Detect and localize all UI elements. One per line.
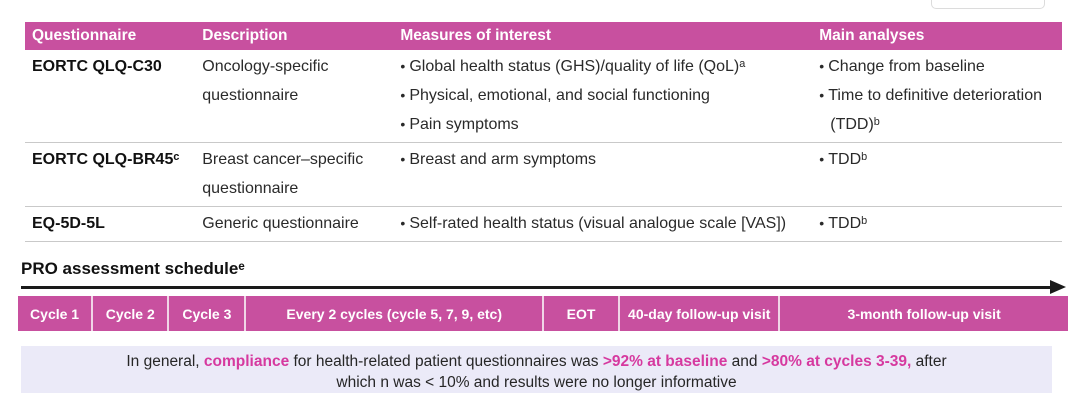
measure-item: Breast and arm symptoms <box>400 145 817 174</box>
timeline-segment-40-day-followup: 40-day follow-up visit <box>618 296 778 331</box>
table-row: EORTC QLQ-BR45ᶜ Breast cancer–specific q… <box>25 143 1062 207</box>
timeline-segment-cycle3: Cycle 3 <box>167 296 244 331</box>
timeline-segment-every-2-cycles: Every 2 cycles (cycle 5, 7, 9, etc) <box>244 296 542 331</box>
compliance-note: In general, compliance for health-relate… <box>21 346 1052 393</box>
analysis-item: Time to definitive deterioration (TDD)ᵇ <box>819 81 1062 139</box>
analysis-item: Change from baseline <box>819 52 1062 81</box>
timeline-segment-cycle2: Cycle 2 <box>91 296 167 331</box>
note-text: which n was < 10% and results were no lo… <box>336 374 737 391</box>
questionnaire-name: EORTC QLQ-C30 <box>32 58 162 75</box>
header-analyses: Main analyses <box>819 27 925 44</box>
questionnaire-table: Questionnaire Description Measures of in… <box>25 22 1062 242</box>
analysis-item: TDDᵇ <box>819 145 1062 174</box>
timeline-segment-cycle1: Cycle 1 <box>30 305 80 322</box>
questionnaire-description: Oncology-specific questionnaire <box>202 58 329 104</box>
questionnaire-name: EORTC QLQ-BR45ᶜ <box>32 151 180 168</box>
analysis-item: TDDᵇ <box>819 209 1062 238</box>
schedule-title: PRO assessment scheduleᵉ <box>21 259 245 278</box>
note-highlight-baseline: >92% at baseline <box>602 353 728 370</box>
measure-item: Global health status (GHS)/quality of li… <box>400 52 817 81</box>
questionnaire-description: Breast cancer–specific questionnaire <box>202 151 364 197</box>
table-header-row: Questionnaire Description Measures of in… <box>25 22 1062 50</box>
measures-list: Breast and arm symptoms <box>398 145 817 203</box>
measure-item: Physical, emotional, and social function… <box>400 81 817 110</box>
timeline-segment-eot: EOT <box>542 296 618 331</box>
questionnaire-description: Generic questionnaire <box>202 215 359 232</box>
top-right-ui-box <box>931 0 1045 9</box>
note-text: after <box>911 353 947 370</box>
timeline-arrowhead-icon <box>1050 280 1066 294</box>
measure-item: Pain symptoms <box>400 110 817 139</box>
analyses-list: Change from baseline Time to definitive … <box>817 52 1062 139</box>
analyses-list: TDDᵇ <box>817 209 1062 238</box>
schedule-timeline: Cycle 1 Cycle 2 Cycle 3 Every 2 cycles (… <box>18 296 1068 331</box>
table-row: EQ-5D-5L Generic questionnaire Self-rate… <box>25 207 1062 242</box>
header-description: Description <box>202 27 288 44</box>
measures-list: Global health status (GHS)/quality of li… <box>398 52 817 139</box>
note-highlight-compliance: compliance <box>203 353 290 370</box>
table-row: EORTC QLQ-C30 Oncology-specific question… <box>25 50 1062 143</box>
measure-item: Self-rated health status (visual analogu… <box>400 209 817 238</box>
note-text: In general, <box>126 353 204 370</box>
note-text: for health-related patient questionnaire… <box>289 353 603 370</box>
measures-list: Self-rated health status (visual analogu… <box>398 209 817 238</box>
analyses-list: TDDᵇ <box>817 145 1062 203</box>
note-highlight-cycles: >80% at cycles 3-39, <box>761 353 912 370</box>
timeline-arrow-line <box>21 286 1054 289</box>
header-measures: Measures of interest <box>400 27 552 44</box>
note-text: and <box>727 353 762 370</box>
header-questionnaire: Questionnaire <box>32 27 137 44</box>
questionnaire-name: EQ-5D-5L <box>32 215 105 232</box>
timeline-segment-3-month-followup: 3-month follow-up visit <box>778 296 1068 331</box>
